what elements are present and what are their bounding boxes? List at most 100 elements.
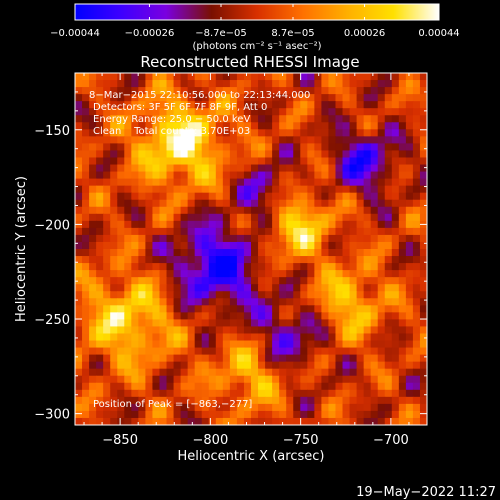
heatmap-cell [265,326,273,335]
heatmap-cell [173,396,182,405]
heatmap-cell [187,94,196,102]
heatmap-cell [103,291,111,299]
x-tick-label: −850 [102,433,138,448]
heatmap-cell [293,122,301,130]
heatmap-cell [117,150,125,159]
heatmap-cell [173,270,182,278]
heatmap-cell [412,298,421,306]
heatmap-cell [89,277,97,285]
heatmap-cell [265,80,273,88]
heatmap-cell [314,136,322,144]
heatmap-cell [110,129,118,137]
heatmap-cell [110,319,118,328]
heatmap-cell [314,94,322,102]
heatmap-cell [258,375,266,384]
heatmap-cell [286,164,294,173]
heatmap-cell [405,410,414,419]
heatmap-cell [138,87,146,95]
heatmap-cell [166,115,175,123]
heatmap-cell [89,206,97,215]
heatmap-cell [377,361,386,370]
heatmap-cell [180,277,189,285]
heatmap-cell [300,256,308,264]
heatmap-cell [215,199,224,208]
heatmap-cell [152,150,161,159]
heatmap-cell [272,150,280,159]
heatmap-cell [258,368,266,377]
heatmap-cell [300,185,308,194]
heatmap-cell [110,136,118,144]
heatmap-cell [243,263,252,271]
heatmap-cell [335,136,344,144]
heatmap-cell [265,375,273,384]
heatmap-cell [96,241,104,250]
heatmap-cell [215,396,224,405]
heatmap-cell [272,178,280,187]
heatmap-cell [321,319,330,328]
heatmap-cell [215,326,224,335]
heatmap-cell [145,129,154,137]
heatmap-cell [96,284,104,292]
heatmap-cell [229,206,238,215]
heatmap-cell [236,108,245,116]
heatmap-cell [215,192,224,201]
heatmap-cell [124,213,132,222]
heatmap-cell [236,284,245,292]
heatmap-cell [321,291,330,299]
heatmap-cell [251,157,259,166]
heatmap-cell [187,347,196,356]
heatmap-cell [131,192,139,201]
heatmap-cell [82,333,90,342]
heatmap-cell [251,361,259,370]
heatmap-cell [370,312,379,320]
heatmap-cell [356,164,365,173]
heatmap-cell [279,157,287,166]
heatmap-cell [103,129,111,137]
heatmap-cell [243,122,252,130]
heatmap-cell [286,291,294,299]
heatmap-cell [138,213,146,222]
heatmap-cell [222,199,231,208]
heatmap-cell [222,192,231,201]
heatmap-cell [159,80,168,88]
heatmap-cell [201,354,210,363]
heatmap-cell [370,199,379,208]
heatmap-cell [159,326,168,335]
heatmap-cell [279,241,287,250]
heatmap-cell [82,417,90,425]
heatmap-cell [286,73,294,81]
heatmap-cell [201,115,210,123]
heatmap-cell [293,333,301,342]
heatmap-cell [279,206,287,215]
heatmap-cell [321,108,330,116]
heatmap-cell [370,354,379,363]
heatmap-cell [222,354,231,363]
heatmap-cell [279,87,287,95]
heatmap-cell [215,108,224,116]
heatmap-cell [370,206,379,215]
heatmap-cell [82,87,90,95]
heatmap-cell [328,122,337,130]
heatmap-cell [377,241,386,250]
heatmap-cell [314,213,322,222]
heatmap-cell [138,403,146,412]
heatmap-cell [75,340,83,349]
heatmap-cell [293,129,301,137]
heatmap-cell [405,122,414,130]
heatmap-cell [159,220,168,229]
heatmap-cell [138,227,146,236]
heatmap-cell [222,263,231,271]
heatmap-cell [187,185,196,194]
heatmap-cell [215,150,224,159]
heatmap-cell [419,410,427,419]
heatmap-cell [363,136,372,144]
heatmap-cell [117,340,125,349]
heatmap-cell [307,115,315,123]
heatmap-cell [166,129,175,137]
heatmap-cell [173,256,182,264]
heatmap-cell [300,277,308,285]
heatmap-cell [222,305,231,313]
heatmap-cell [243,403,252,412]
heatmap-cell [243,270,252,278]
heatmap-cell [293,206,301,215]
